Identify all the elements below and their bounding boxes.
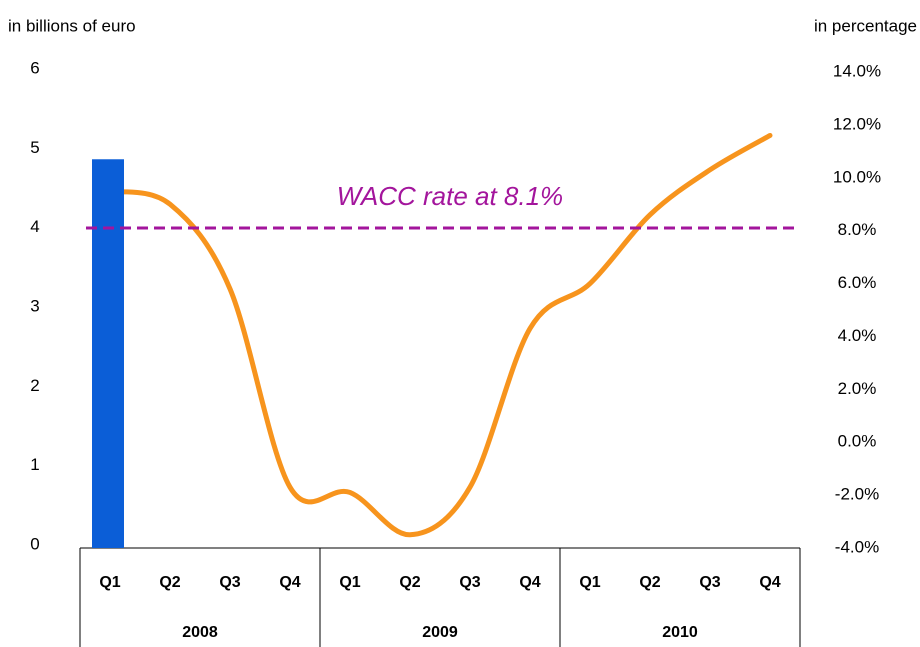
y2-tick-label: -2.0% [835,485,879,504]
x-tick-label: Q3 [699,574,720,591]
y2-tick-label: 10.0% [833,167,881,186]
y2-tick-label: 6.0% [838,273,877,292]
y-tick-label: 3 [30,296,39,315]
y2-tick-label: -4.0% [835,537,879,556]
x-tick-label: Q4 [279,574,300,591]
y-tick-label: 0 [30,534,39,553]
y2-tick-label: 14.0% [833,61,881,80]
x-tick-label: Q1 [579,574,600,591]
y-tick-label: 2 [30,376,39,395]
y-tick-label: 1 [30,455,39,474]
bar [92,159,124,548]
line-series [107,132,773,538]
x-tick-label: Q1 [339,574,360,591]
x-tick-label: Q2 [159,574,180,591]
x-tick-label: Q4 [759,574,780,591]
y2-tick-label: 12.0% [833,114,881,133]
y2-tick-label: 4.0% [838,326,877,345]
y2-tick-label: 0.0% [838,432,877,451]
y-tick-label: 5 [30,138,39,157]
x-tick-label: Q2 [639,574,660,591]
group-label: 2010 [662,624,698,641]
group-label: 2009 [422,624,458,641]
reference-label: WACC rate at 8.1% [337,181,563,211]
x-tick-label: Q3 [219,574,240,591]
x-tick-label: Q4 [519,574,540,591]
x-tick-label: Q3 [459,574,480,591]
y-tick-label: 4 [30,217,39,236]
y-axis-label: in billions of euro [8,16,136,35]
group-label: 2008 [182,624,218,641]
y2-axis-label: in percentage [814,16,917,35]
y2-tick-label: 2.0% [838,379,877,398]
y2-tick-label: 8.0% [838,220,877,239]
y-tick-label: 6 [30,58,39,77]
x-tick-label: Q1 [99,574,120,591]
x-tick-label: Q2 [399,574,420,591]
